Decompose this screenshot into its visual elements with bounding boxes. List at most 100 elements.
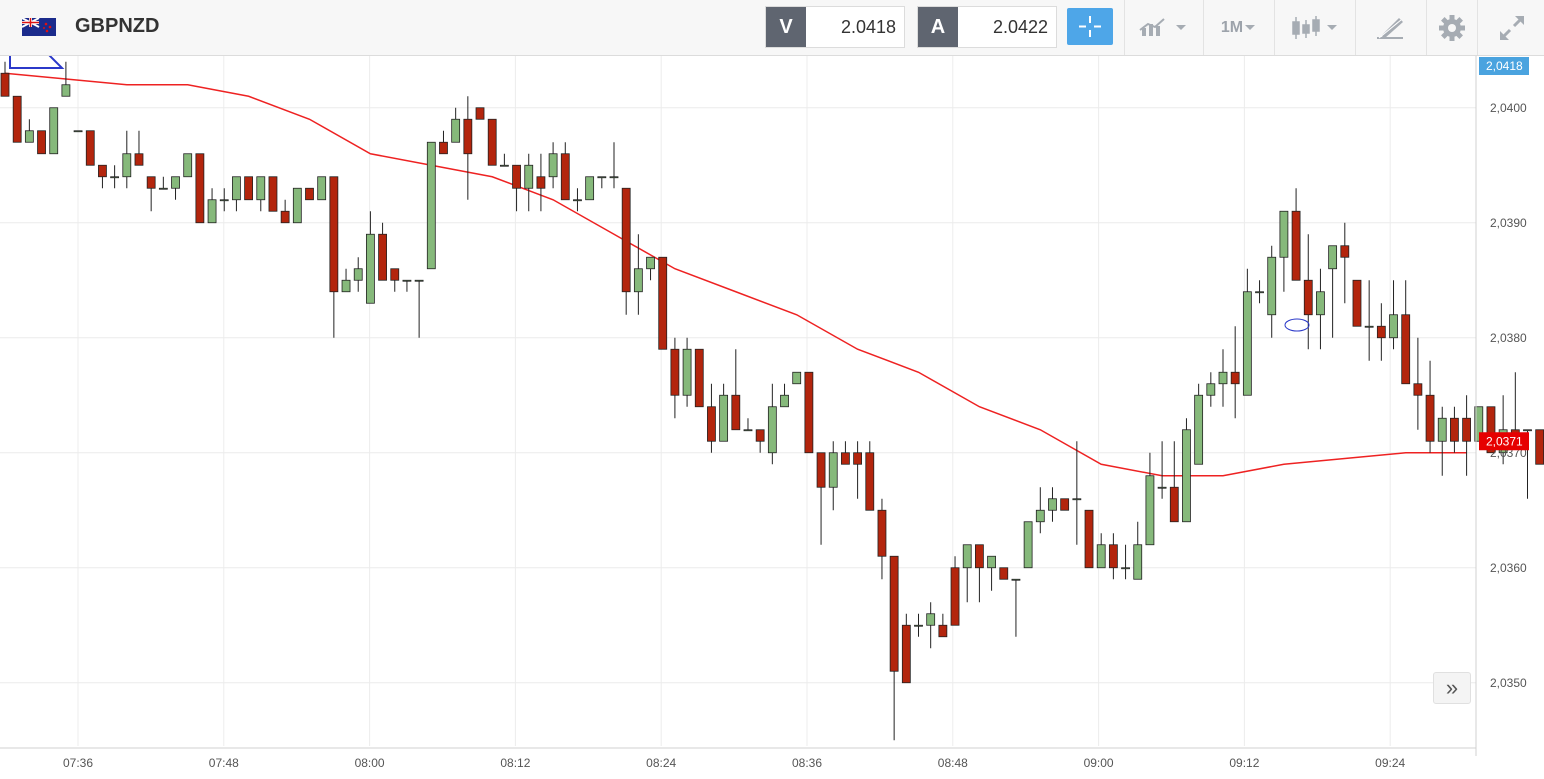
candle — [962, 544, 972, 603]
candle — [1023, 521, 1033, 569]
symbol-name[interactable]: GBPNZD — [75, 15, 160, 37]
candle — [597, 176, 607, 189]
indicators-button[interactable] — [1124, 0, 1203, 55]
candle-body — [499, 164, 509, 167]
candle — [609, 142, 619, 189]
candle — [1084, 509, 1094, 569]
candle-body — [682, 348, 692, 396]
candle-body — [755, 429, 765, 442]
candle-body — [1316, 291, 1325, 316]
candle-body — [767, 406, 777, 454]
candle — [1133, 521, 1143, 580]
candle-body — [792, 371, 802, 385]
candle — [767, 383, 777, 465]
candle — [73, 130, 83, 133]
candle-body — [451, 118, 461, 143]
candle — [1145, 452, 1155, 546]
candle — [646, 256, 655, 281]
time-tick-label: 08:00 — [355, 756, 385, 770]
moving-average — [4, 72, 1467, 477]
user-drawings[interactable] — [9, 56, 1310, 332]
candle-body — [1291, 210, 1301, 281]
candle — [1255, 280, 1264, 304]
candle — [439, 130, 448, 155]
triangle-drawing[interactable] — [9, 56, 65, 69]
candle-body — [975, 544, 984, 569]
candle — [743, 418, 753, 432]
price-tick-label: 2,0400 — [1490, 101, 1527, 115]
candle — [1376, 303, 1386, 361]
candle-body — [1157, 486, 1167, 489]
candle-body — [1194, 394, 1204, 465]
candle-body — [146, 176, 156, 189]
candle-body — [816, 452, 826, 488]
candle-body — [646, 256, 655, 270]
candle-body — [1328, 245, 1338, 270]
candle-body — [1242, 291, 1252, 396]
settings-button[interactable] — [1426, 0, 1477, 55]
candle — [402, 279, 412, 292]
price-chart[interactable]: 2,0400 2,0390 2,0380 2,0370 2,0360 2,0350 07:3… — [0, 56, 1544, 779]
crosshair-button[interactable] — [1067, 8, 1113, 45]
candle-body — [122, 153, 132, 178]
chart-canvas[interactable]: 2,04002,03902,03802,03702,03602,035007:3… — [0, 56, 1544, 779]
candle-body — [1303, 279, 1313, 316]
candle — [889, 555, 899, 741]
candle — [573, 188, 582, 212]
indicators-icon — [1139, 17, 1186, 36]
candle-body — [1462, 417, 1471, 442]
candle-body — [633, 268, 643, 293]
chart-type-button[interactable] — [1274, 0, 1355, 55]
candle — [341, 268, 351, 293]
candle — [1535, 429, 1544, 465]
candle-body — [256, 176, 266, 201]
candle — [707, 383, 716, 453]
scroll-to-latest-button[interactable]: » — [1433, 672, 1471, 704]
candle-body — [1255, 291, 1264, 294]
candle — [731, 349, 741, 431]
drawing-tools-button[interactable] — [1355, 0, 1426, 55]
candle — [171, 176, 180, 200]
candle-body — [707, 406, 716, 442]
candle — [365, 211, 375, 304]
candle-body — [1023, 521, 1033, 569]
candle — [158, 176, 168, 190]
candle — [1206, 372, 1216, 407]
candle — [1340, 222, 1350, 304]
candle — [1230, 326, 1240, 419]
candle — [134, 130, 144, 166]
ask-price-tag — [1479, 57, 1529, 75]
candle-body — [853, 452, 862, 465]
candle — [85, 130, 95, 166]
candle-body — [1486, 406, 1496, 454]
candle — [1035, 487, 1045, 534]
candle-body — [962, 544, 972, 569]
candle-body — [1376, 325, 1386, 339]
timeframe-button[interactable]: 1M — [1203, 0, 1274, 55]
buy-label: A — [918, 7, 958, 47]
buy-price-button[interactable]: A 2.0422 — [917, 6, 1057, 48]
candle — [1291, 188, 1301, 281]
candle-body — [219, 199, 229, 202]
candle — [1060, 498, 1070, 511]
candle — [1108, 533, 1118, 580]
candle-body — [1352, 279, 1362, 327]
chevron-down-icon — [1245, 24, 1256, 30]
candle-body — [1060, 498, 1070, 511]
sell-price-button[interactable]: V 2.0418 — [765, 6, 905, 48]
candle — [1510, 372, 1520, 442]
candle — [499, 153, 509, 167]
candle-body — [926, 613, 936, 626]
candle-body — [317, 176, 327, 201]
time-tick-label: 09:24 — [1375, 756, 1405, 770]
candle-body — [1096, 544, 1106, 569]
candle-body — [329, 176, 339, 293]
candle — [12, 95, 22, 143]
fullscreen-button[interactable] — [1477, 0, 1544, 55]
circle-drawing[interactable] — [1284, 318, 1310, 332]
candle-body — [780, 394, 789, 408]
candle — [512, 164, 521, 212]
candle — [292, 187, 302, 224]
candle-body — [1364, 325, 1374, 328]
time-tick-label: 09:12 — [1229, 756, 1259, 770]
